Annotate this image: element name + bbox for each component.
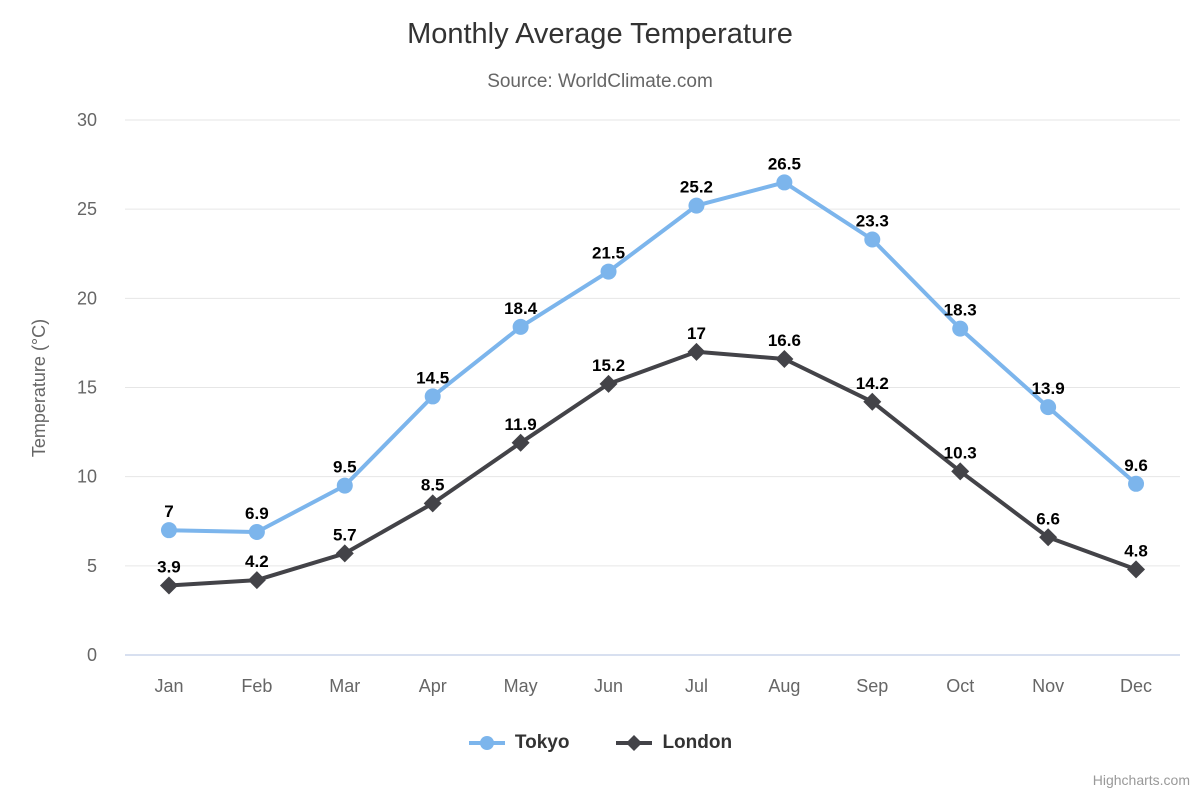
x-axis-tick-label: Feb [241, 676, 272, 696]
data-point-london[interactable] [775, 349, 794, 368]
london-legend-diamond-icon [626, 735, 643, 751]
data-point-london[interactable] [423, 494, 442, 513]
series-line-tokyo [167, 180, 1138, 534]
x-axis-tick-label: Oct [946, 676, 974, 696]
data-label-london: 11.9 [505, 415, 537, 434]
data-label-tokyo: 23.3 [856, 211, 889, 230]
data-point-london[interactable] [159, 576, 178, 595]
data-point-london[interactable] [951, 462, 970, 481]
legend-label-tokyo: Tokyo [514, 732, 570, 753]
london-legend-marker-icon [616, 735, 653, 751]
data-label-london: 6.6 [1036, 509, 1060, 528]
data-label-london: 17 [687, 324, 706, 343]
x-axis-tick-label: Jan [154, 676, 183, 696]
y-axis-title: Temperature (°C) [29, 319, 49, 457]
data-point-london[interactable] [863, 392, 882, 411]
data-label-tokyo: 9.5 [333, 458, 357, 477]
data-label-london: 15.2 [592, 356, 625, 375]
data-point-london[interactable] [335, 544, 354, 563]
data-label-tokyo: 26.5 [768, 154, 801, 173]
data-label-tokyo: 13.9 [1032, 379, 1065, 398]
data-point-tokyo[interactable] [864, 231, 881, 248]
x-axis-tick-label: Jun [594, 676, 623, 696]
x-axis-tick-label: Nov [1032, 676, 1064, 696]
data-point-tokyo[interactable] [160, 522, 177, 539]
highcharts-credit-link[interactable]: Highcharts.com [1092, 772, 1190, 788]
data-label-london: 4.8 [1124, 541, 1148, 560]
data-point-tokyo[interactable] [600, 263, 617, 280]
data-point-tokyo[interactable] [1040, 399, 1057, 416]
data-point-london[interactable] [687, 342, 706, 361]
x-axis-tick-label: Aug [768, 676, 800, 696]
data-point-london[interactable] [1039, 528, 1058, 547]
data-point-london[interactable] [511, 433, 530, 452]
data-label-tokyo: 25.2 [680, 178, 713, 197]
data-label-london: 3.9 [157, 557, 181, 576]
legend: Tokyo London [0, 732, 1200, 754]
data-point-tokyo[interactable] [248, 523, 265, 540]
x-axis-tick-label: Sep [856, 676, 888, 696]
data-point-tokyo[interactable] [512, 318, 529, 335]
data-point-tokyo[interactable] [952, 320, 969, 337]
tokyo-legend-circle-icon [479, 736, 494, 750]
legend-item-tokyo[interactable]: Tokyo [468, 732, 570, 754]
x-axis-tick-label: Jul [685, 676, 708, 696]
data-point-tokyo[interactable] [688, 197, 705, 214]
data-point-tokyo[interactable] [1128, 475, 1145, 492]
data-label-london: 16.6 [768, 331, 801, 350]
legend-item-london[interactable]: London [615, 732, 732, 754]
y-axis-tick-label: 15 [77, 378, 97, 398]
data-label-tokyo: 6.9 [245, 504, 269, 523]
data-point-tokyo[interactable] [424, 388, 441, 405]
data-label-tokyo: 21.5 [592, 244, 625, 263]
x-axis-tick-label: May [504, 676, 538, 696]
y-axis-tick-label: 10 [77, 467, 97, 487]
x-axis-tick-label: Dec [1120, 676, 1152, 696]
tokyo-legend-marker-icon [468, 736, 505, 750]
data-point-london[interactable] [599, 374, 618, 393]
chart-title: Monthly Average Temperature [407, 18, 793, 50]
data-label-london: 10.3 [944, 443, 977, 462]
data-point-london[interactable] [1127, 560, 1146, 579]
y-axis-tick-label: 0 [87, 645, 97, 665]
data-label-tokyo: 14.5 [416, 368, 449, 387]
chart-subtitle: Source: WorldClimate.com [487, 71, 713, 92]
data-label-london: 14.2 [856, 374, 889, 393]
data-point-tokyo[interactable] [776, 174, 793, 191]
data-label-london: 5.7 [333, 525, 357, 544]
data-label-tokyo: 18.3 [944, 301, 977, 320]
y-axis-tick-label: 20 [77, 288, 97, 308]
data-label-tokyo: 7 [164, 502, 173, 521]
x-axis-tick-label: Mar [329, 676, 360, 696]
data-label-london: 4.2 [245, 552, 269, 571]
data-point-tokyo[interactable] [336, 477, 353, 494]
legend-label-london: London [662, 732, 733, 753]
y-axis-tick-label: 30 [77, 110, 97, 130]
series-line-london [167, 349, 1138, 588]
data-label-tokyo: 9.6 [1124, 456, 1148, 475]
data-point-london[interactable] [247, 571, 266, 590]
y-axis-tick-label: 25 [77, 199, 97, 219]
data-label-london: 8.5 [421, 475, 445, 494]
y-axis-tick-label: 5 [87, 556, 97, 576]
x-axis-tick-label: Apr [419, 676, 447, 696]
data-label-tokyo: 18.4 [504, 299, 538, 318]
